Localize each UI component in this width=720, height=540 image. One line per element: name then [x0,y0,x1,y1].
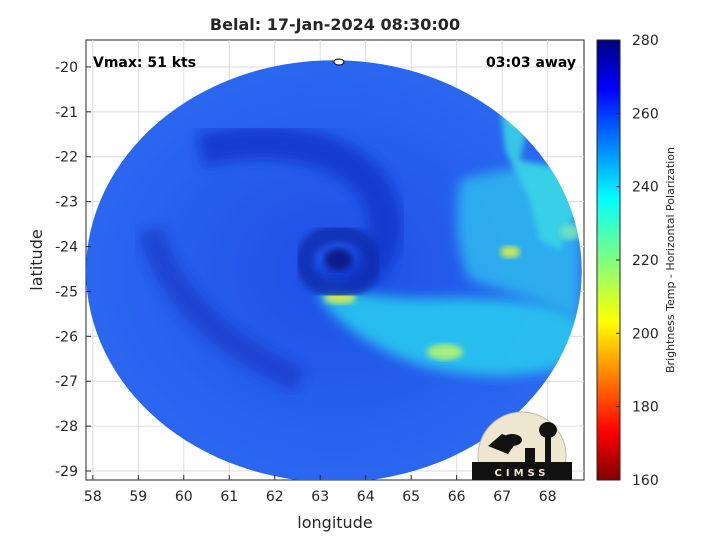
eyewall [295,224,382,299]
time-offset-annotation: 03:03 away [486,55,576,71]
y-tick-label: -27 [55,374,78,390]
y-tick-label: -28 [55,419,78,435]
swath-image [86,58,582,480]
x-tick-label: 60 [175,489,193,505]
x-tick-label: 66 [448,489,466,505]
y-tick-label: -25 [55,284,78,300]
x-tick-label: 65 [402,489,420,505]
west-band-dark [137,226,306,392]
x-axis-ticks: 58 59 60 61 62 63 64 65 66 67 68 [84,475,557,505]
x-tick-label: 64 [357,489,375,505]
y-tick-label: -24 [55,240,78,256]
x-tick-label: 63 [311,489,329,505]
colorbar-label: Brightness Temp - Horizontal Polarizatio… [664,147,677,373]
y-tick-label: -21 [55,105,78,121]
x-tick-label: 67 [493,489,511,505]
colorbar-tick-label: 200 [632,326,659,342]
eye [324,248,353,271]
colorbar-tick-label: 260 [632,106,659,122]
yellow-cell-2 [427,344,463,360]
colorbar-ticks: 160 180 200 220 240 260 280 [616,33,659,489]
y-tick-label: -22 [55,150,78,166]
small-white-contour [333,58,345,66]
colorbar-tick-label: 180 [632,400,659,416]
x-tick-label: 58 [84,489,102,505]
chart-title: Belal: 17-Jan-2024 08:30:00 [210,15,460,34]
x-tick-label: 68 [539,489,557,505]
colorbar-tick-label: 220 [632,253,659,269]
x-axis-label: longitude [297,513,372,532]
y-tick-label: -23 [55,195,78,211]
east-cells-cyan [500,100,575,250]
x-tick-label: 61 [220,489,238,505]
y-tick-label: -20 [55,60,78,76]
swath-features [137,100,580,392]
colorbar-tick-label: 160 [632,473,659,489]
yellow-cell-3 [500,246,520,258]
y-tick-label: -26 [55,329,78,345]
cimss-logo: CIMSS [472,411,572,480]
vmax-annotation: Vmax: 51 kts [93,55,196,71]
y-axis-ticks: -20 -21 -22 -23 -24 -25 -26 -27 -28 -29 [55,60,91,480]
colorbar-tick-label: 240 [632,180,659,196]
x-tick-label: 62 [266,489,284,505]
x-tick-label: 59 [129,489,147,505]
cimss-logo-text: CIMSS [495,468,550,479]
convective-band-cyan [320,285,580,376]
y-tick-label: -29 [55,464,78,480]
colorbar-tick-label: 280 [632,33,659,49]
y-axis-label: latitude [27,229,46,290]
cyan-cell-5 [560,224,580,240]
